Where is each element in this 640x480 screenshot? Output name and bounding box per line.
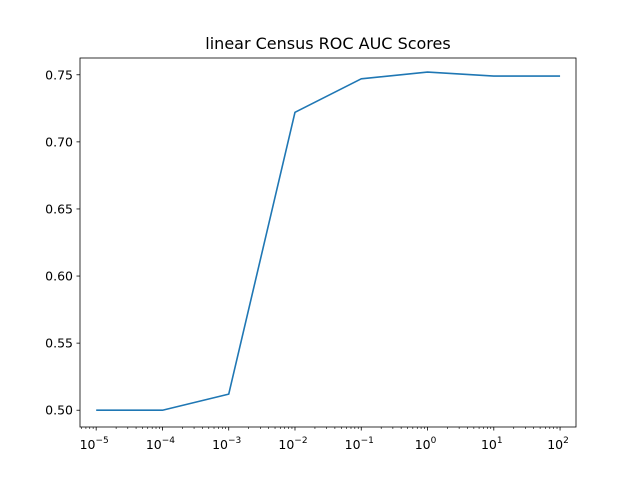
y-tick-label: 0.75 bbox=[45, 67, 73, 82]
x-tick-exponent: −4 bbox=[162, 436, 176, 446]
x-tick-label: 102 bbox=[547, 436, 569, 452]
x-tick-base: 10 bbox=[415, 437, 431, 452]
x-tick-base: 10 bbox=[278, 437, 294, 452]
series-line bbox=[96, 71, 561, 412]
x-tick-exponent: 2 bbox=[563, 436, 569, 446]
x-tick-exponent: 1 bbox=[497, 436, 503, 446]
x-tick-exponent: −2 bbox=[294, 436, 307, 446]
x-tick-label: 10−2 bbox=[278, 436, 307, 452]
x-tick-base: 10 bbox=[212, 437, 228, 452]
y-tick-label: 0.55 bbox=[45, 336, 73, 351]
x-tick-exponent: 0 bbox=[431, 436, 437, 446]
y-tick-label: 0.65 bbox=[45, 201, 73, 216]
x-tick-label: 100 bbox=[415, 436, 437, 452]
x-tick-base: 10 bbox=[80, 437, 96, 452]
x-tick-label: 10−1 bbox=[345, 436, 374, 452]
y-tick-label: 0.70 bbox=[45, 134, 73, 149]
chart-title: linear Census ROC AUC Scores bbox=[205, 34, 450, 53]
x-tick-base: 10 bbox=[481, 437, 497, 452]
x-tick-exponent: −3 bbox=[228, 436, 241, 446]
x-tick-exponent: −1 bbox=[361, 436, 374, 446]
x-tick-base: 10 bbox=[547, 437, 563, 452]
x-tick-base: 10 bbox=[146, 437, 162, 452]
x-tick-label: 10−4 bbox=[146, 436, 175, 452]
x-tick-label: 10−3 bbox=[212, 436, 241, 452]
x-tick-base: 10 bbox=[345, 437, 361, 452]
x-tick-label: 10−5 bbox=[80, 436, 109, 452]
x-tick-exponent: −5 bbox=[95, 436, 108, 446]
y-tick-label: 0.60 bbox=[45, 269, 73, 284]
axes-frame bbox=[79, 57, 577, 428]
y-tick-label: 0.50 bbox=[45, 403, 73, 418]
x-tick-label: 101 bbox=[481, 436, 503, 452]
